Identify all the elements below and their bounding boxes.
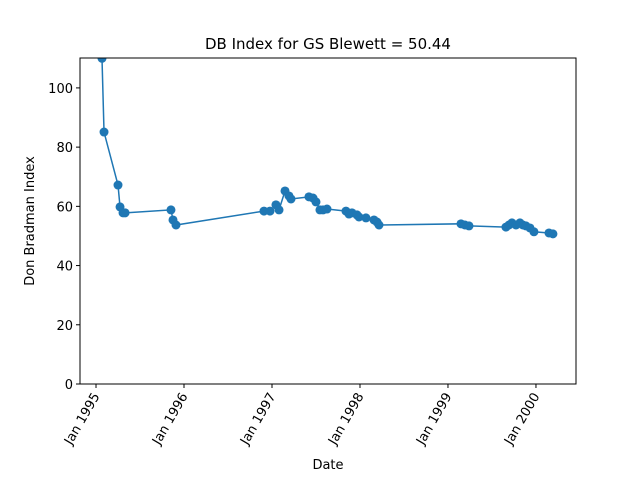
point [311,197,321,207]
point [374,220,384,230]
y-tick-label: 0 [65,378,73,393]
y-axis-label: Don Bradman Index [23,156,38,286]
point [361,213,371,223]
x-axis-label: Date [312,458,343,473]
chart-title: DB Index for GS Blewett = 50.44 [205,35,451,53]
x-tick-label: Jan 1999 [413,391,455,449]
point [97,58,107,63]
point [354,212,364,222]
x-tick-label: Jan 1997 [237,391,279,449]
point [322,204,332,214]
y-tick-label: 100 [48,82,73,97]
axes-frame [79,57,577,385]
point [120,208,130,218]
point [529,227,539,237]
point [113,180,123,190]
plot-area [97,58,558,239]
x-tick-label: Jan 1998 [325,391,367,449]
point [166,205,176,215]
x-tick-label: Jan 1996 [149,391,191,449]
y-tick-label: 20 [56,319,73,334]
y-tick-label: 60 [56,200,73,215]
point [265,206,275,216]
point [548,229,558,239]
x-tick-label: Jan 1995 [61,391,103,449]
x-tick-label: Jan 2000 [501,391,543,449]
point [274,205,284,215]
point [99,127,109,137]
point [464,221,474,231]
y-tick-label: 80 [56,141,73,156]
y-tick-label: 40 [56,260,73,275]
point [286,194,296,204]
point [171,220,181,230]
